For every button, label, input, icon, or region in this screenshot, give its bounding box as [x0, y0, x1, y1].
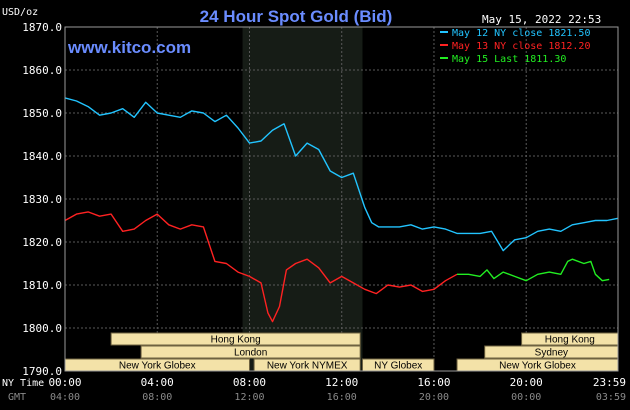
series-line — [64, 97, 619, 252]
x-tick-label-ny: 08:00 — [233, 376, 266, 389]
session-label: New York Globex — [119, 361, 196, 372]
chart-title: 24 Hour Spot Gold (Bid) — [200, 7, 393, 26]
x-tick-label-gmt: 08:00 — [142, 392, 172, 403]
y-tick-label: 1790.0 — [22, 365, 62, 378]
x-axis-label-gmt: GMT — [8, 392, 26, 403]
y-tick-label: 1870.0 — [22, 21, 62, 34]
x-axis-label-ny: NY Time — [2, 378, 44, 389]
x-tick-label-gmt: 12:00 — [234, 392, 264, 403]
market-sessions: Hong Kong London New York Globex New York N… — [64, 332, 619, 372]
session-bar — [140, 345, 361, 359]
unit-label: USD/oz — [2, 7, 38, 18]
x-tick-label-ny: 20:00 — [510, 376, 543, 389]
y-tick-label: 1800.0 — [22, 322, 62, 335]
session-label: London — [234, 348, 267, 359]
x-tick-label-ny: 23:59 — [593, 376, 626, 389]
x-tick-label-gmt: 16:00 — [327, 392, 357, 403]
y-tick-label: 1850.0 — [22, 107, 62, 120]
y-tick-label: 1820.0 — [22, 236, 62, 249]
x-tick-label-gmt: 20:00 — [419, 392, 449, 403]
legend-entry: May 13 NY close 1812.20 — [452, 41, 590, 52]
legend-entry: May 15 Last 1811.30 — [452, 54, 566, 65]
session-label: Sydney — [535, 348, 568, 359]
gridlines — [64, 26, 619, 372]
session-label: New York Globex — [499, 361, 576, 372]
y-tick-label: 1830.0 — [22, 193, 62, 206]
session-bar — [110, 332, 361, 346]
session-label: New York NYMEX — [267, 361, 348, 372]
x-tick-label-ny: 16:00 — [417, 376, 450, 389]
labels: 24 Hour Spot Gold (Bid) www.kitco.com Ma… — [2, 7, 601, 403]
axes: 1870.0 1860.0 1850.0 1840.0 1830.0 1820.0 1810… — [22, 21, 626, 403]
legend: May 12 NY close 1821.50 May 13 NY close 1… — [440, 28, 590, 65]
price-series — [64, 97, 619, 323]
x-tick-label-gmt: 00:00 — [511, 392, 541, 403]
y-tick-label: 1810.0 — [22, 279, 62, 292]
timestamp: May 15, 2022 22:53 — [482, 13, 601, 26]
session-label: Hong Kong — [211, 335, 261, 346]
y-tick-label: 1840.0 — [22, 150, 62, 163]
legend-entry: May 12 NY close 1821.50 — [452, 28, 590, 39]
x-tick-label-ny: 00:00 — [48, 376, 81, 389]
x-tick-label-gmt: 04:00 — [50, 392, 80, 403]
x-tick-label-ny: 04:00 — [141, 376, 174, 389]
plot-frame — [64, 26, 619, 372]
session-label: NY Globex — [374, 361, 422, 372]
series-line — [457, 258, 610, 282]
y-tick-label: 1860.0 — [22, 64, 62, 77]
x-tick-label-gmt: 03:59 — [596, 392, 626, 403]
session-label: Hong Kong — [545, 335, 595, 346]
series-line — [64, 211, 458, 323]
x-tick-label-ny: 12:00 — [325, 376, 358, 389]
site-watermark: www.kitco.com — [67, 38, 191, 57]
